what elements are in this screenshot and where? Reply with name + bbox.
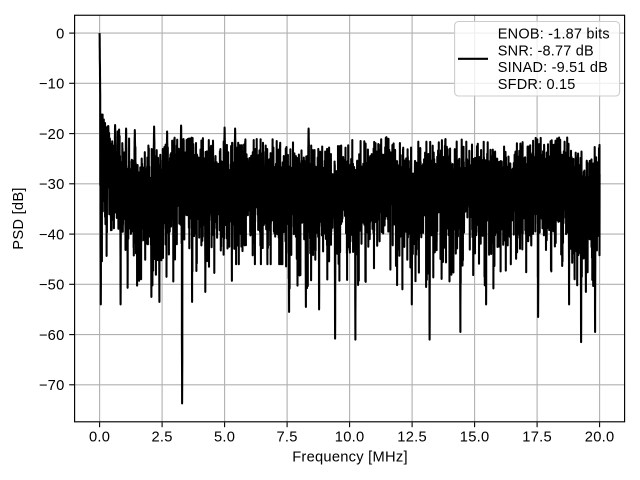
- svg-text:5.0: 5.0: [214, 430, 235, 446]
- svg-text:0.0: 0.0: [89, 430, 110, 446]
- svg-text:20.0: 20.0: [585, 430, 615, 446]
- svg-text:7.5: 7.5: [277, 430, 298, 446]
- svg-text:PSD [dB]: PSD [dB]: [11, 187, 27, 249]
- svg-text:−20: −20: [39, 127, 65, 143]
- svg-text:Frequency [MHz]: Frequency [MHz]: [292, 450, 408, 466]
- svg-text:SFDR: 0.15: SFDR: 0.15: [498, 77, 576, 93]
- svg-text:−40: −40: [39, 227, 65, 243]
- svg-text:SNR: -8.77 dB: SNR: -8.77 dB: [498, 43, 594, 59]
- svg-text:10.0: 10.0: [335, 430, 365, 446]
- svg-text:15.0: 15.0: [460, 430, 490, 446]
- svg-text:−50: −50: [39, 278, 65, 294]
- svg-text:0: 0: [56, 26, 64, 42]
- svg-text:2.5: 2.5: [152, 430, 173, 446]
- svg-text:17.5: 17.5: [522, 430, 552, 446]
- svg-text:12.5: 12.5: [397, 430, 427, 446]
- svg-text:−60: −60: [39, 328, 65, 344]
- svg-text:−70: −70: [39, 378, 65, 394]
- svg-text:−10: −10: [39, 77, 65, 93]
- svg-text:−30: −30: [39, 177, 65, 193]
- svg-text:SINAD: -9.51 dB: SINAD: -9.51 dB: [498, 60, 608, 76]
- svg-text:ENOB: -1.87 bits: ENOB: -1.87 bits: [498, 27, 610, 43]
